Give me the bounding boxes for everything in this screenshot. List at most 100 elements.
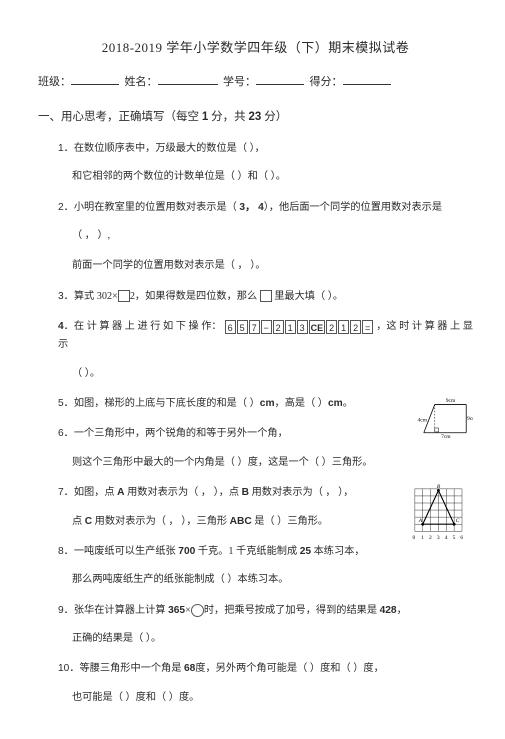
name-label: 姓名： (125, 76, 158, 88)
score-blank[interactable] (343, 73, 391, 85)
key-7: 7 (249, 320, 260, 334)
q10-v1: 68 (184, 663, 195, 674)
q5-t1: ．如图，梯形的上底与下底长度的和是（ ） (64, 398, 260, 409)
svg-text:4: 4 (445, 535, 448, 541)
svg-text:C: C (456, 518, 460, 524)
key-1: 1 (285, 320, 296, 334)
key-minus: − (261, 320, 272, 334)
q8-t1: ．一吨废纸可以生产纸张 (64, 546, 179, 557)
trap-right: 9cm (467, 416, 473, 422)
q9-t4: ， (397, 605, 407, 616)
trap-left: 4cm (418, 418, 428, 424)
class-blank[interactable] (71, 73, 119, 85)
q6-t2: 则这个三角形中最大的一个内角是（ ）度，这是一个（ ）三角形。 (58, 454, 473, 472)
box-icon-2 (260, 290, 272, 302)
box-icon (118, 290, 130, 302)
svg-text:6: 6 (460, 535, 463, 541)
q10-t1: ．等腰三角形中一个角是 (69, 663, 184, 674)
id-label: 学号： (223, 76, 256, 88)
q9-v2: 428 (380, 605, 397, 616)
key-2c: 2 (350, 320, 361, 334)
q7-a: A (117, 487, 124, 498)
key-eq: = (362, 320, 373, 334)
q1-t2: 和它相邻的两个数位的计数单位是（ ）和（ ）。 (58, 168, 473, 186)
q10-t2: 度，另外两个角可能是（ ）度和（ ）度， (195, 663, 383, 674)
q10-num: 10 (58, 663, 69, 674)
sec-mid: 分，共 (208, 111, 248, 123)
q7-abc: ABC (230, 516, 252, 527)
id-blank[interactable] (256, 73, 304, 85)
svg-text:0: 0 (413, 535, 416, 541)
q1-t1: ．在数位顺序表中，万级最大的数位是（ ）， (64, 143, 265, 154)
question-5: 9cm 9cm 4cm 7cm 5．如图，梯形的上底与下底长度的和是（ ）cm，… (58, 395, 473, 413)
q10-t3: 也可能是（ ）度和（ ）度。 (58, 689, 473, 707)
svg-text:A: A (418, 518, 423, 524)
q7-t3: 用数对表示为（ ， ）， (249, 487, 353, 498)
q5-cm2: cm (328, 398, 343, 409)
q9-t5: 正确的结果是（ ）。 (58, 630, 473, 648)
q7-t6: 是（ ）三角形。 (252, 516, 328, 527)
key-ce: CE (309, 320, 326, 334)
q6-t1: ．一个三角形中，两个锐角的和等于另外一个角， (64, 428, 288, 439)
key-2b: 2 (326, 320, 337, 334)
question-4: 4．在 计 算 器 上 进 行 如 下 操 作： 657−213CE212= ，… (58, 318, 473, 383)
q2-t3: 前面一个同学的位置用数对表示是（ ， ）。 (58, 257, 473, 275)
question-7: A B C 0123456 7．如图，点 A 用数对表示为（ ， ），点 B 用… (58, 484, 473, 531)
q5-t2: ，高是（ ） (275, 398, 328, 409)
title-year: 2018-2019 (102, 40, 163, 55)
grid-figure: A B C 0123456 (407, 484, 473, 551)
q9-t3: 时，把乘号按成了加号，得到的结果是 (204, 605, 380, 616)
sec-p2: 23 (249, 111, 262, 123)
trap-top: 9cm (446, 398, 456, 404)
q7-t4: 点 (72, 516, 85, 527)
q9-t2: × (185, 605, 191, 616)
q8-t3: 本练习本， (311, 546, 364, 557)
q2-t2: （ ， ）, (58, 227, 473, 245)
q7-t1: ．如图，点 (64, 487, 117, 498)
q3-t3: 里最大填（ ）。 (272, 291, 343, 302)
q9-v1: 365 (168, 605, 185, 616)
q7-c: C (85, 516, 92, 527)
q5-t3: 。 (343, 398, 353, 409)
q4-t3: （ ）。 (58, 365, 473, 383)
question-2: 2．小明在教室里的位置用数对表示是（ 3， 4），他后面一个同学的位置用数对表示… (58, 199, 473, 276)
question-3: 3．算式 302×2，如果得数是四位数，那么 里最大填（ ）。 (58, 288, 473, 306)
q9-t1: ．张华在计算器上计算 (64, 605, 168, 616)
q8-t2: 千克。1 千克纸能制成 (195, 546, 299, 557)
q8-v1: 700 (178, 546, 195, 557)
question-1: 1．在数位顺序表中，万级最大的数位是（ ）， 和它相邻的两个数位的计数单位是（ … (58, 140, 473, 187)
q7-t2: 用数对表示为（ ， ），点 (125, 487, 242, 498)
score-label: 得分： (310, 76, 343, 88)
question-6: 6．一个三角形中，两个锐角的和等于另外一个角， 则这个三角形中最大的一个内角是（… (58, 425, 473, 472)
sec-pre: 一、用心思考，正确填写（每空 (38, 111, 202, 123)
q8-t4: 那么两吨废纸生产的纸张能制成（ ）本练习本。 (58, 571, 473, 589)
svg-text:2: 2 (429, 535, 432, 541)
key-1b: 1 (338, 320, 349, 334)
q7-t5: 用数对表示为（ ， ），三角形 (92, 516, 230, 527)
svg-text:3: 3 (437, 535, 440, 541)
q7-b: B (242, 487, 249, 498)
q2-t1b: ），他后面一个同学的位置用数对表示是 (264, 202, 442, 213)
q8-v2: 25 (300, 546, 311, 557)
svg-text:5: 5 (453, 535, 456, 541)
svg-text:B: B (437, 484, 441, 490)
question-10: 10．等腰三角形中一个角是 68度，另外两个角可能是（ ）度和（ ）度， 也可能… (58, 660, 473, 707)
q2-coord: 3， 4 (239, 202, 263, 213)
name-blank[interactable] (158, 73, 218, 85)
q4-t1: ．在 计 算 器 上 进 行 如 下 操 作： (64, 321, 222, 332)
q5-cm1: cm (260, 398, 275, 409)
q3-t1: ．算式 302× (64, 291, 118, 302)
key-5: 5 (237, 320, 248, 334)
svg-text:1: 1 (421, 535, 424, 541)
title-text: 学年小学数学四年级（下）期末模拟试卷 (163, 40, 410, 55)
sec-suf: 分） (261, 111, 287, 123)
question-9: 9．张华在计算器上计算 365×时，把乘号按成了加号，得到的结果是 428， 正… (58, 602, 473, 649)
section-1-header: 一、用心思考，正确填写（每空 1 分，共 23 分） (38, 107, 473, 128)
key-2: 2 (273, 320, 284, 334)
circle-icon (191, 604, 204, 617)
class-label: 班级： (38, 76, 71, 88)
exam-title: 2018-2019 学年小学数学四年级（下）期末模拟试卷 (38, 36, 473, 59)
question-8: 8．一吨废纸可以生产纸张 700 千克。1 千克纸能制成 25 本练习本， 那么… (58, 543, 473, 590)
q2-t1: ．小明在教室里的位置用数对表示是（ (64, 202, 240, 213)
key-6: 6 (225, 320, 236, 334)
